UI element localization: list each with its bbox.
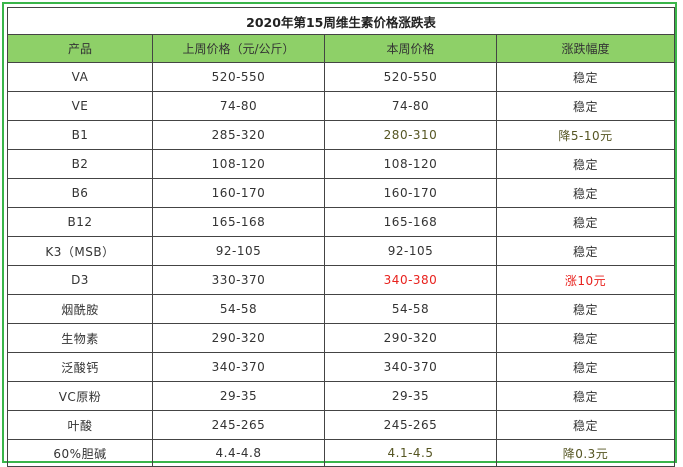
product-cell: 烟酰胺 <box>7 294 153 324</box>
table-row: B12 165-168 165-168 稳定 <box>7 207 675 237</box>
product-cell: 泛酸钙 <box>7 352 153 382</box>
last-week-price-cell: 165-168 <box>152 207 325 237</box>
table-row: B2 108-120 108-120 稳定 <box>7 149 675 179</box>
table-row: VE 74-80 74-80 稳定 <box>7 91 675 121</box>
product-cell: VC原粉 <box>7 381 153 411</box>
table-row: B1 285-320 280-310 降5-10元 <box>7 120 675 150</box>
product-cell: K3（MSB） <box>7 236 153 266</box>
change-cell: 涨10元 <box>496 265 675 295</box>
this-week-price-cell: 54-58 <box>324 294 497 324</box>
change-cell: 稳定 <box>496 91 675 121</box>
table-row: 叶酸 245-265 245-265 稳定 <box>7 410 675 440</box>
last-week-price-cell: 340-370 <box>152 352 325 382</box>
header-product: 产品 <box>7 34 153 63</box>
table-row: B6 160-170 160-170 稳定 <box>7 178 675 208</box>
last-week-price-cell: 29-35 <box>152 381 325 411</box>
product-cell: B1 <box>7 120 153 150</box>
table-row: VC原粉 29-35 29-35 稳定 <box>7 381 675 411</box>
title-row: 2020年第15周维生素价格涨跌表 <box>7 7 675 35</box>
this-week-price-cell: 165-168 <box>324 207 497 237</box>
change-cell: 稳定 <box>496 323 675 353</box>
table-title: 2020年第15周维生素价格涨跌表 <box>7 7 675 35</box>
change-cell: 稳定 <box>496 207 675 237</box>
change-cell: 稳定 <box>496 352 675 382</box>
change-cell: 稳定 <box>496 149 675 179</box>
product-cell: D3 <box>7 265 153 295</box>
header-last-week-price: 上周价格（元/公斤） <box>152 34 325 63</box>
last-week-price-cell: 520-550 <box>152 62 325 92</box>
product-cell: VE <box>7 91 153 121</box>
vitamin-price-table: 2020年第15周维生素价格涨跌表 产品 上周价格（元/公斤） 本周价格 涨跌幅… <box>7 7 675 467</box>
last-week-price-cell: 330-370 <box>152 265 325 295</box>
last-week-price-cell: 285-320 <box>152 120 325 150</box>
change-cell: 稳定 <box>496 236 675 266</box>
last-week-price-cell: 74-80 <box>152 91 325 121</box>
last-week-price-cell: 54-58 <box>152 294 325 324</box>
table-row: D3 330-370 340-380 涨10元 <box>7 265 675 295</box>
last-week-price-cell: 245-265 <box>152 410 325 440</box>
change-cell: 稳定 <box>496 410 675 440</box>
last-week-price-cell: 4.4-4.8 <box>152 439 325 467</box>
product-cell: 叶酸 <box>7 410 153 440</box>
this-week-price-cell: 160-170 <box>324 178 497 208</box>
header-this-week-price: 本周价格 <box>324 34 497 63</box>
this-week-price-cell: 520-550 <box>324 62 497 92</box>
this-week-price-cell: 74-80 <box>324 91 497 121</box>
product-cell: VA <box>7 62 153 92</box>
this-week-price-cell: 290-320 <box>324 323 497 353</box>
header-change: 涨跌幅度 <box>496 34 675 63</box>
product-cell: 60%胆碱 <box>7 439 153 467</box>
product-cell: B6 <box>7 178 153 208</box>
last-week-price-cell: 92-105 <box>152 236 325 266</box>
change-cell: 降0.3元 <box>496 439 675 467</box>
product-cell: 生物素 <box>7 323 153 353</box>
this-week-price-cell: 108-120 <box>324 149 497 179</box>
this-week-price-cell: 92-105 <box>324 236 497 266</box>
this-week-price-cell: 29-35 <box>324 381 497 411</box>
change-cell: 稳定 <box>496 294 675 324</box>
table-row: 生物素 290-320 290-320 稳定 <box>7 323 675 353</box>
product-cell: B12 <box>7 207 153 237</box>
table-row: 60%胆碱 4.4-4.8 4.1-4.5 降0.3元 <box>7 439 675 467</box>
table-row: K3（MSB） 92-105 92-105 稳定 <box>7 236 675 266</box>
last-week-price-cell: 160-170 <box>152 178 325 208</box>
product-cell: B2 <box>7 149 153 179</box>
header-row: 产品 上周价格（元/公斤） 本周价格 涨跌幅度 <box>7 34 675 63</box>
table-row: VA 520-550 520-550 稳定 <box>7 62 675 92</box>
table-row: 烟酰胺 54-58 54-58 稳定 <box>7 294 675 324</box>
change-cell: 稳定 <box>496 62 675 92</box>
this-week-price-cell: 340-380 <box>324 265 497 295</box>
this-week-price-cell: 340-370 <box>324 352 497 382</box>
table-row: 泛酸钙 340-370 340-370 稳定 <box>7 352 675 382</box>
change-cell: 稳定 <box>496 178 675 208</box>
this-week-price-cell: 280-310 <box>324 120 497 150</box>
last-week-price-cell: 290-320 <box>152 323 325 353</box>
change-cell: 降5-10元 <box>496 120 675 150</box>
last-week-price-cell: 108-120 <box>152 149 325 179</box>
change-cell: 稳定 <box>496 381 675 411</box>
this-week-price-cell: 245-265 <box>324 410 497 440</box>
this-week-price-cell: 4.1-4.5 <box>324 439 497 467</box>
